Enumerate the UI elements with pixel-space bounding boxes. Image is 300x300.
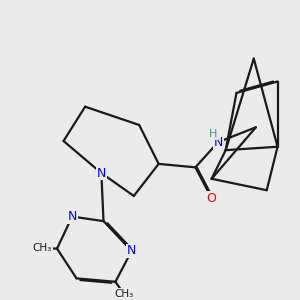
- Text: CH₃: CH₃: [114, 289, 134, 299]
- Text: N: N: [68, 210, 77, 223]
- Text: N: N: [127, 244, 136, 257]
- Text: O: O: [207, 192, 217, 205]
- Text: CH₃: CH₃: [33, 243, 52, 253]
- Text: N: N: [97, 167, 106, 180]
- Text: H: H: [209, 129, 217, 139]
- Text: N: N: [213, 136, 223, 149]
